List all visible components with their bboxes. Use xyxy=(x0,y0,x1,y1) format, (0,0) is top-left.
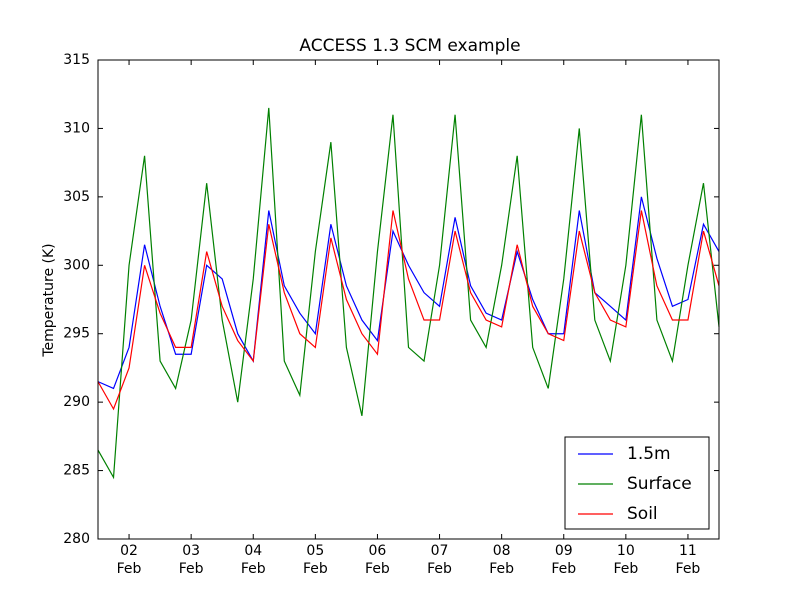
legend-label: Soil xyxy=(627,504,658,524)
legend-label: 1.5m xyxy=(627,444,671,464)
y-tick-label: 290 xyxy=(63,394,90,410)
y-tick-label: 300 xyxy=(63,257,90,273)
x-tick-label: 10 Feb xyxy=(613,543,639,577)
chart-title: ACCESS 1.3 SCM example xyxy=(299,36,520,56)
y-tick-label: 310 xyxy=(63,120,90,136)
x-tick-label: 04 Feb xyxy=(240,543,266,577)
plot-frame xyxy=(97,59,720,540)
y-axis-label: Temperature (K) xyxy=(41,243,57,357)
x-tick-label: 03 Feb xyxy=(178,543,204,577)
x-tick-label: 06 Feb xyxy=(365,543,390,577)
y-tick-label: 280 xyxy=(63,531,90,547)
y-tick-label: 295 xyxy=(63,326,90,342)
y-tick-label: 305 xyxy=(63,189,90,205)
x-tick-label: 08 Feb xyxy=(489,543,515,577)
x-tick-label: 02 Feb xyxy=(116,543,142,577)
x-tick-label: 09 Feb xyxy=(551,543,577,577)
line-series xyxy=(97,107,720,480)
legend-label: Surface xyxy=(627,474,692,494)
y-tick-label: 285 xyxy=(63,463,90,479)
x-tick-label: 07 Feb xyxy=(427,543,452,577)
y-tick-label: 315 xyxy=(63,52,90,68)
x-tick-label: 11 Feb xyxy=(675,543,701,577)
line-series xyxy=(97,196,720,390)
x-tick-label: 05 Feb xyxy=(302,543,328,577)
line-series xyxy=(97,210,720,411)
